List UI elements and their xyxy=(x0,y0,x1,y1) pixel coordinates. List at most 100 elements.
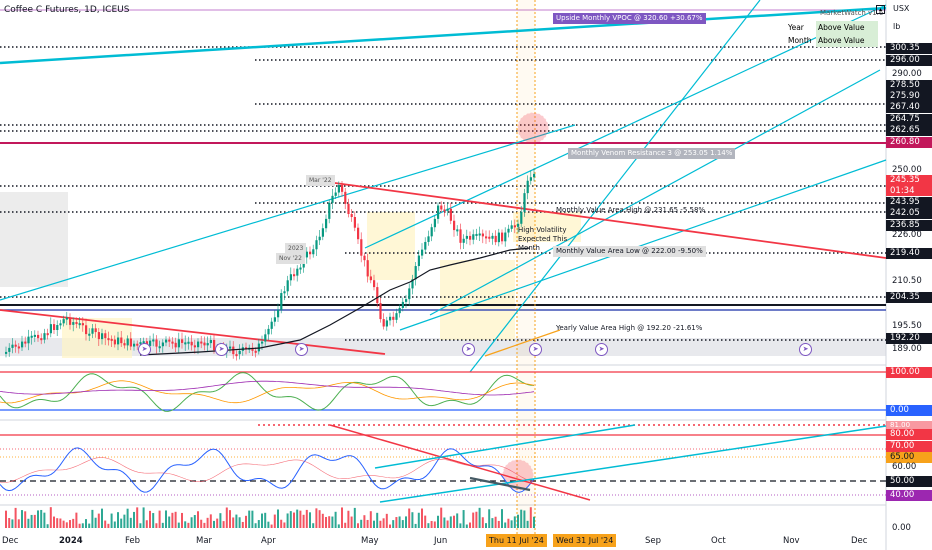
volume-bar xyxy=(177,522,180,528)
event-marker-icon[interactable]: ➤ xyxy=(138,343,151,356)
rsi-70-badge[interactable]: 70.00 xyxy=(886,441,932,452)
event-marker-icon[interactable]: ➤ xyxy=(799,343,812,356)
volume-bar xyxy=(395,517,398,528)
event-marker-icon[interactable]: ➤ xyxy=(295,343,308,356)
volume-bar xyxy=(174,511,177,528)
volume-bar xyxy=(296,509,299,528)
candle xyxy=(123,343,126,346)
volume-bar xyxy=(293,512,295,528)
event-marker-icon[interactable]: ➤ xyxy=(595,343,608,356)
dotted-levels xyxy=(0,46,886,341)
volume-bar xyxy=(363,515,366,528)
volume-zero-tick: 0.00 xyxy=(892,523,911,533)
rsi-top-cut: 81.00 xyxy=(886,421,932,429)
candle xyxy=(27,336,30,344)
volume-bar xyxy=(449,516,452,528)
volume-bar xyxy=(91,509,94,528)
rsi-80-badge[interactable]: 80.00 xyxy=(886,429,932,440)
price-badge[interactable]: 236.85 xyxy=(886,220,932,231)
event-marker-icon[interactable]: ➤ xyxy=(215,343,228,356)
volume-bar xyxy=(270,524,273,528)
high-volatility-label: High Volatility Expected This Month xyxy=(518,226,568,252)
price-badge[interactable]: 278.50 xyxy=(886,80,932,91)
rsi-65-badge[interactable]: 65.00 xyxy=(886,452,932,463)
candle xyxy=(78,323,81,326)
volume-bar xyxy=(497,520,500,528)
volume-bar xyxy=(427,523,430,528)
candle xyxy=(283,291,286,294)
candle xyxy=(65,317,68,320)
candle xyxy=(190,341,193,346)
candle xyxy=(270,321,273,329)
chevron-icon[interactable]: ▴ xyxy=(876,5,885,14)
candle xyxy=(414,266,417,280)
event-marker-icon[interactable]: ➤ xyxy=(462,343,475,356)
selected-date-start[interactable]: Thu 11 Jul '24 xyxy=(486,534,547,547)
candle xyxy=(363,255,366,261)
volume-bar xyxy=(411,512,414,528)
price-badge[interactable]: 275.90 xyxy=(886,91,932,102)
candle xyxy=(510,225,513,229)
price-badge[interactable]: 243.95 xyxy=(886,197,932,208)
price-badge[interactable]: 300.35 xyxy=(886,43,932,54)
candle xyxy=(389,316,392,321)
price-badge[interactable]: 260.80 xyxy=(886,137,932,148)
time-label: Sep xyxy=(645,536,662,546)
rsi-50-badge[interactable]: 50.00 xyxy=(886,476,932,487)
volume-bar xyxy=(126,508,129,528)
price-badge[interactable]: 204.35 xyxy=(886,292,932,303)
event-marker-icon[interactable]: ➤ xyxy=(529,343,542,356)
candle xyxy=(203,342,206,346)
candle xyxy=(475,233,478,236)
currency-label[interactable]: USX xyxy=(893,4,910,13)
rsi-40-badge[interactable]: 40.00 xyxy=(886,490,932,501)
volume-bar xyxy=(193,515,196,528)
volume-bar xyxy=(299,510,302,528)
candle xyxy=(158,346,161,349)
current-price-badge[interactable]: 245.35 01:34 xyxy=(886,175,932,196)
time-label: Dec xyxy=(851,536,868,546)
candle xyxy=(206,343,209,346)
price-badge[interactable]: 262.65 xyxy=(886,125,932,136)
volume-bar xyxy=(526,520,529,528)
candle xyxy=(305,251,308,258)
selected-date-end[interactable]: Wed 31 Jul '24 xyxy=(553,534,617,547)
price-badge[interactable]: 242.05 xyxy=(886,208,932,219)
candle xyxy=(299,267,302,270)
candle xyxy=(411,279,414,289)
volume-bar xyxy=(238,517,241,528)
volume-bar xyxy=(43,512,46,528)
table-value: Above Value xyxy=(816,21,878,34)
volume-bar xyxy=(88,523,91,528)
candle xyxy=(59,323,62,326)
osc-upper-badge[interactable]: 100.00 xyxy=(886,367,932,378)
volume-bar xyxy=(408,508,411,528)
volume-bar xyxy=(136,507,139,528)
unit-label[interactable]: lb xyxy=(893,22,901,31)
volume-bar xyxy=(453,515,455,528)
price-badge[interactable]: 192.20 xyxy=(886,333,932,344)
volume-bar xyxy=(94,517,97,528)
consolidation-box-1 xyxy=(367,212,415,280)
price-badge[interactable]: 267.40 xyxy=(886,102,932,113)
candle xyxy=(318,236,321,241)
nov22-label: Nov '22 xyxy=(276,253,305,264)
osc-lower-badge[interactable]: 0.00 xyxy=(886,405,932,416)
price-badge[interactable]: 219.40 xyxy=(886,248,932,259)
candle xyxy=(171,341,174,344)
yearly-value-area-label: Yearly Value Area High @ 192.20 -21.61% xyxy=(556,324,703,332)
price-badge[interactable]: 296.00 xyxy=(886,55,932,66)
candle xyxy=(120,337,123,344)
candle xyxy=(177,339,180,348)
volume-bar xyxy=(328,516,331,528)
candle xyxy=(312,249,315,255)
volume-bar xyxy=(443,517,446,528)
table-label: Month xyxy=(788,36,812,45)
volume-bar xyxy=(49,507,52,528)
candle xyxy=(264,334,267,342)
candle xyxy=(379,303,382,320)
price-badge[interactable]: 264.75 xyxy=(886,114,932,125)
volume-bar xyxy=(273,514,276,528)
candle xyxy=(315,240,318,250)
